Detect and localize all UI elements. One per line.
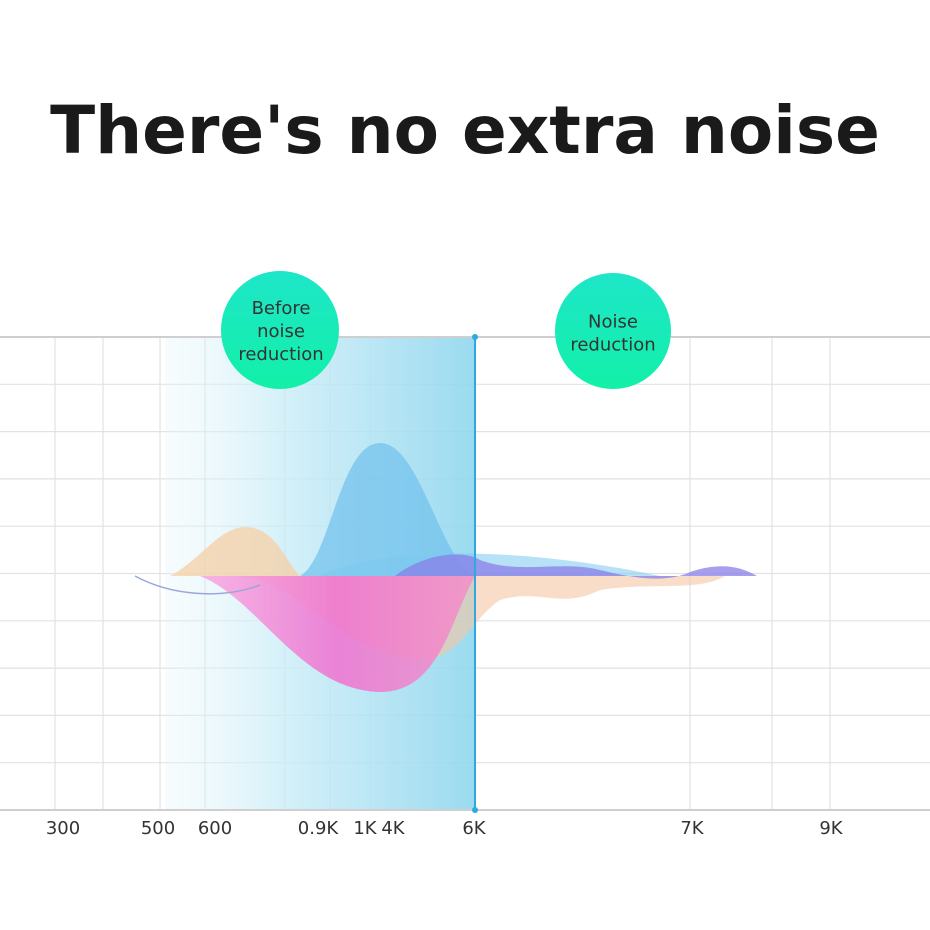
badge-circle — [221, 271, 339, 389]
badge-text: reduction — [238, 344, 323, 365]
badge-text: reduction — [570, 335, 655, 356]
wave-pink — [200, 576, 475, 692]
badge-text: Before — [252, 298, 311, 319]
axis-label: 0.9K — [298, 818, 340, 839]
axis-label: 300 — [46, 818, 80, 839]
wave-purple — [395, 554, 757, 579]
axis-labels: 300 500 600 0.9K 1K 4K 6K 7K 9K — [46, 818, 844, 839]
badge-circle — [555, 273, 671, 389]
axis-label: 6K — [462, 818, 486, 839]
axis-label: 500 — [141, 818, 175, 839]
divider-dot — [472, 807, 478, 813]
axis-label: 7K — [680, 818, 704, 839]
wave-orange-top — [170, 527, 300, 576]
axis-label: 600 — [198, 818, 232, 839]
axis-label: 1K — [353, 818, 377, 839]
wave-line — [134, 575, 261, 595]
badge-text: noise — [257, 321, 305, 342]
axis-label: 4K — [381, 818, 405, 839]
waves — [134, 443, 757, 692]
divider-dot — [472, 334, 478, 340]
badge-text: Noise — [588, 312, 638, 333]
wave-blue — [300, 443, 475, 576]
title: There's no extra noise — [50, 92, 880, 169]
axis-label: 9K — [819, 818, 843, 839]
